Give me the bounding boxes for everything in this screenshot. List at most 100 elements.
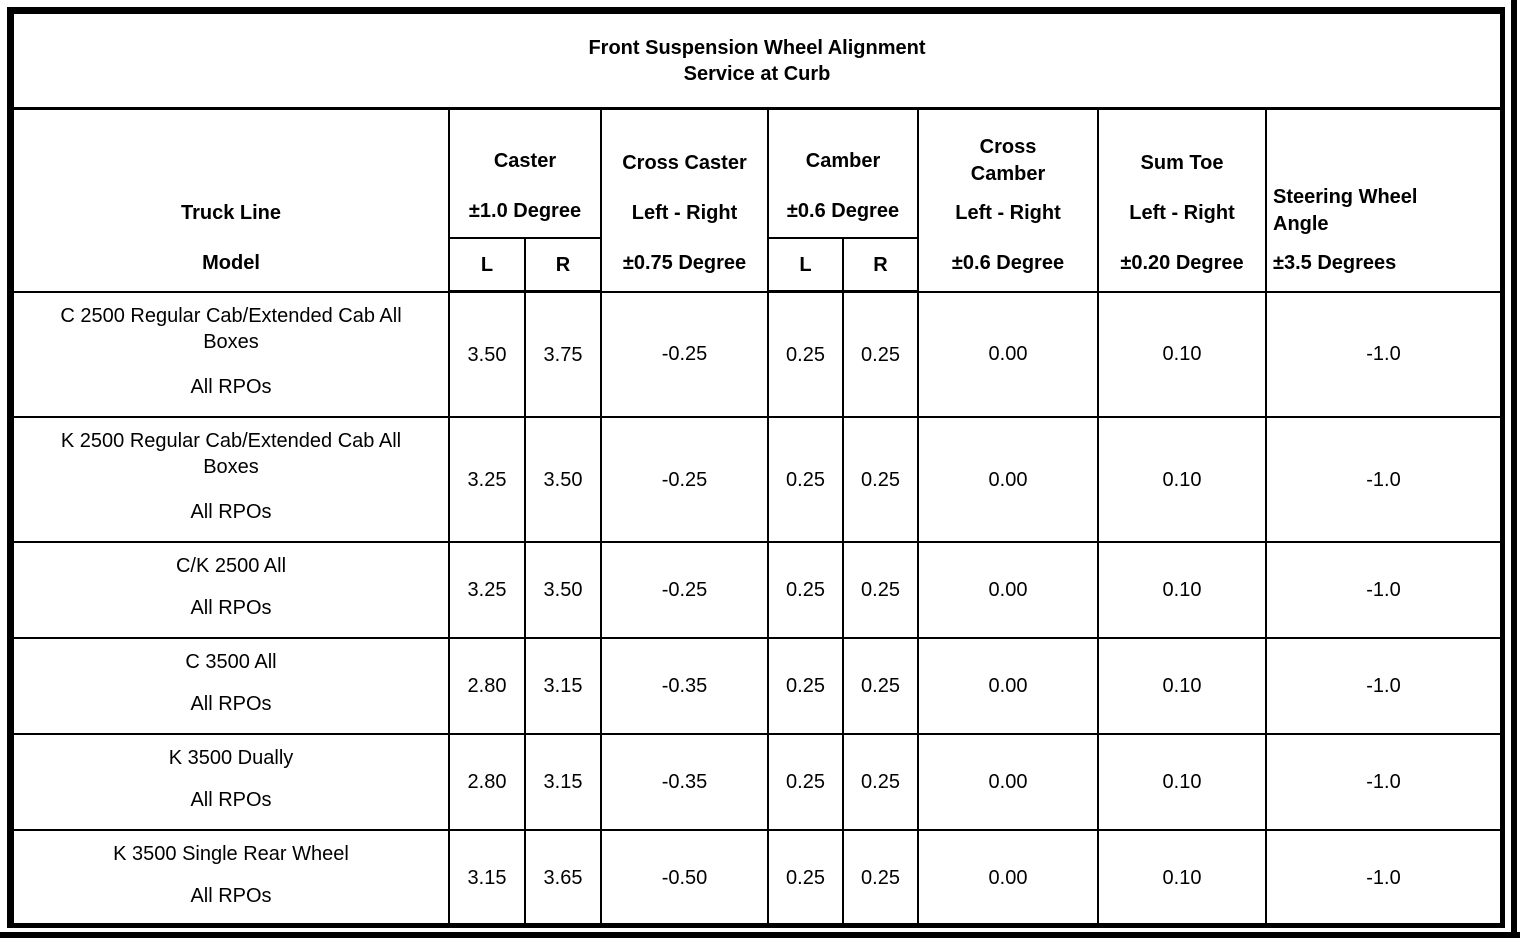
sum-toe-value: 0.10 xyxy=(1097,416,1267,543)
model-cell: C/K 2500 All All RPOs xyxy=(12,541,450,639)
cross-caster-value: -0.25 xyxy=(600,541,769,639)
steering-value: -1.0 xyxy=(1265,290,1502,418)
table-row: K 3500 Single Rear Wheel All RPOs 3.15 3… xyxy=(12,829,1502,927)
table-row: K 3500 Dually All RPOs 2.80 3.15 -0.35 0… xyxy=(12,733,1502,831)
caster-left-header: L xyxy=(448,237,526,293)
caster-label: Caster xyxy=(493,150,557,172)
camber-r-value: 0.25 xyxy=(842,733,919,831)
header-cell-cross-caster: Cross Caster Left - Right ±0.75 Degree xyxy=(600,107,769,292)
camber-r-value: 0.25 xyxy=(842,829,919,927)
cross-camber-tolerance: ±0.6 Degree xyxy=(951,252,1065,275)
camber-l-value: 0.25 xyxy=(767,733,844,831)
cross-caster-value: -0.25 xyxy=(600,416,769,543)
caster-r-value: 3.15 xyxy=(524,637,602,735)
header-cell-truck-line: Truck Line Model xyxy=(12,107,450,292)
sum-toe-value: 0.10 xyxy=(1097,829,1267,927)
camber-label: Camber xyxy=(805,150,881,172)
steering-label: Steering Wheel Angle xyxy=(1273,186,1418,236)
sum-toe-value: 0.10 xyxy=(1097,541,1267,639)
cross-camber-label: Cross Camber xyxy=(970,136,1046,186)
camber-l-value: 0.25 xyxy=(767,541,844,639)
cross-camber-value: 0.00 xyxy=(917,416,1099,543)
title-row: Front Suspension Wheel Alignment Service… xyxy=(12,12,1502,110)
model-cell: K 3500 Dually All RPOs xyxy=(12,733,450,831)
caster-right-header: R xyxy=(524,237,602,293)
sum-toe-value: 0.10 xyxy=(1097,733,1267,831)
cross-camber-value: 0.00 xyxy=(917,829,1099,927)
camber-r-value: 0.25 xyxy=(842,290,919,418)
rpo-label: All RPOs xyxy=(190,597,272,619)
rpo-label: All RPOs xyxy=(190,693,272,715)
model-cell: K 3500 Single Rear Wheel All RPOs xyxy=(12,829,450,927)
page-subtitle: Service at Curb xyxy=(683,63,831,85)
steering-value: -1.0 xyxy=(1265,416,1502,543)
cross-camber-value: 0.00 xyxy=(917,733,1099,831)
sum-toe-tolerance: ±0.20 Degree xyxy=(1120,252,1244,275)
cross-caster-tolerance: ±0.75 Degree xyxy=(622,252,747,275)
caster-l-value: 3.25 xyxy=(448,416,526,543)
cross-caster-value: -0.50 xyxy=(600,829,769,927)
caster-l-value: 3.25 xyxy=(448,541,526,639)
sum-toe-label: Sum Toe xyxy=(1140,152,1224,175)
caster-r-value: 3.65 xyxy=(524,829,602,927)
caster-l-value: 3.15 xyxy=(448,829,526,927)
caster-r-value: 3.50 xyxy=(524,541,602,639)
camber-right-header: R xyxy=(842,237,919,293)
cross-caster-label: Cross Caster xyxy=(622,152,747,175)
caster-r-value: 3.15 xyxy=(524,733,602,831)
header-cell-steering-wheel-angle: Steering Wheel Angle ±3.5 Degrees xyxy=(1265,107,1502,292)
rpo-label: All RPOs xyxy=(190,885,272,907)
model-name: C/K 2500 All xyxy=(175,555,287,577)
page-title: Front Suspension Wheel Alignment xyxy=(588,37,926,59)
table-row: C 2500 Regular Cab/Extended Cab All Boxe… xyxy=(12,290,1502,418)
cross-camber-value: 0.00 xyxy=(917,541,1099,639)
cross-camber-value: 0.00 xyxy=(917,637,1099,735)
rpo-label: All RPOs xyxy=(190,375,272,398)
header-cell-sum-toe: Sum Toe Left - Right ±0.20 Degree xyxy=(1097,107,1267,292)
model-cell: C 2500 Regular Cab/Extended Cab All Boxe… xyxy=(12,290,450,418)
model-name: K 3500 Single Rear Wheel xyxy=(113,843,349,865)
cross-caster-value: -0.35 xyxy=(600,733,769,831)
cross-camber-sub: Left - Right xyxy=(955,202,1061,225)
model-name: K 3500 Dually xyxy=(168,747,294,769)
rpo-label: All RPOs xyxy=(190,789,272,811)
steering-value: -1.0 xyxy=(1265,733,1502,831)
header-cell-cross-camber: Cross Camber Left - Right ±0.6 Degree xyxy=(917,107,1099,292)
table-row: K 2500 Regular Cab/Extended Cab All Boxe… xyxy=(12,416,1502,543)
camber-left-header: L xyxy=(767,237,844,293)
header-cell-camber: Camber ±0.6 Degree xyxy=(767,107,919,238)
title-cell: Front Suspension Wheel Alignment Service… xyxy=(12,12,1502,110)
camber-l-value: 0.25 xyxy=(767,416,844,543)
steering-value: -1.0 xyxy=(1265,541,1502,639)
alignment-spec-table: Front Suspension Wheel Alignment Service… xyxy=(7,7,1505,928)
caster-tolerance: ±1.0 Degree xyxy=(468,200,582,222)
page-frame-bottom-edge xyxy=(0,932,1520,938)
camber-r-value: 0.25 xyxy=(842,637,919,735)
camber-l-value: 0.25 xyxy=(767,290,844,418)
camber-l-value: 0.25 xyxy=(767,637,844,735)
steering-tolerance: ±3.5 Degrees xyxy=(1273,252,1397,275)
model-name: C 3500 All xyxy=(185,651,277,673)
model-cell: K 2500 Regular Cab/Extended Cab All Boxe… xyxy=(12,416,450,543)
rpo-label: All RPOs xyxy=(190,501,272,523)
caster-r-value: 3.75 xyxy=(524,290,602,418)
caster-l-value: 2.80 xyxy=(448,733,526,831)
sum-toe-value: 0.10 xyxy=(1097,637,1267,735)
sum-toe-sub: Left - Right xyxy=(1129,202,1235,225)
header-row-lr: L R L R xyxy=(13,237,1501,293)
spec-table: Front Suspension Wheel Alignment Service… xyxy=(12,12,1502,927)
table-row: C 3500 All All RPOs 2.80 3.15 -0.35 0.25… xyxy=(12,637,1502,735)
table-row: C/K 2500 All All RPOs 3.25 3.50 -0.25 0.… xyxy=(12,541,1502,639)
camber-tolerance: ±0.6 Degree xyxy=(786,200,900,222)
header-row-groups: Truck Line Model Caster ±1.0 Degree Cros… xyxy=(12,107,1502,292)
steering-value: -1.0 xyxy=(1265,829,1502,927)
cross-camber-value: 0.00 xyxy=(917,290,1099,418)
sum-toe-value: 0.10 xyxy=(1097,290,1267,418)
caster-l-value: 2.80 xyxy=(448,637,526,735)
cross-caster-sub: Left - Right xyxy=(631,202,738,225)
page-frame-right-edge xyxy=(1511,0,1517,938)
caster-l-value: 3.50 xyxy=(448,290,526,418)
steering-value: -1.0 xyxy=(1265,637,1502,735)
camber-l-value: 0.25 xyxy=(767,829,844,927)
cross-caster-value: -0.35 xyxy=(600,637,769,735)
